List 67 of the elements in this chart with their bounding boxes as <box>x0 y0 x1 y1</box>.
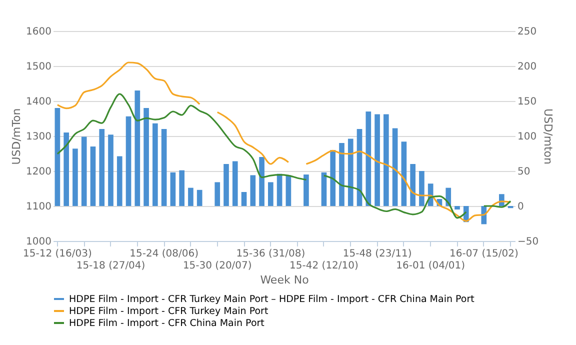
bar <box>268 182 274 206</box>
y-tick-label: 1600 <box>26 26 52 38</box>
bar <box>410 164 416 206</box>
legend-label: HDPE Film - Import - CFR China Main Port <box>69 318 265 329</box>
x-tick-label: 15-30 (20/07) <box>182 260 252 272</box>
legend-label: HDPE Film - Import - CFR Turkey Main Port – HDPE Film - Import - CFR China Main Port <box>69 294 475 305</box>
bar <box>72 148 78 206</box>
y-tick-label: 1400 <box>26 96 52 108</box>
bar <box>366 112 372 206</box>
y-tick-label: 1200 <box>26 166 52 178</box>
x-tick-label: 15-24 (08/06) <box>130 248 199 260</box>
y-tick-label: 1500 <box>26 62 52 72</box>
bar <box>304 174 309 206</box>
y-axis-title: USD/mTon <box>10 108 24 165</box>
bar <box>392 128 398 206</box>
bar <box>179 170 184 206</box>
bar <box>161 129 167 206</box>
bar <box>81 136 87 206</box>
bar <box>224 164 229 206</box>
y2-tick-label: 250 <box>518 26 537 38</box>
y-tick-label: 1000 <box>26 236 52 248</box>
bar <box>232 161 238 206</box>
x-axis-title: Week No <box>260 274 310 286</box>
bar <box>384 114 389 206</box>
bar <box>330 150 336 206</box>
y2-tick-label: 50 <box>518 166 530 178</box>
y-tick-label: 1300 <box>26 132 52 142</box>
y2-axis-title: USD/mton <box>542 108 555 164</box>
bar <box>259 157 264 206</box>
bar <box>374 114 380 206</box>
x-tick-label: 16-01 (04/01) <box>396 260 466 272</box>
bar <box>188 188 194 206</box>
bar <box>286 175 292 206</box>
bar <box>196 190 202 206</box>
bar <box>64 132 69 206</box>
bar <box>90 146 96 206</box>
bar <box>250 175 256 206</box>
y2-tick-label: 0 <box>518 202 524 212</box>
bar <box>339 143 344 206</box>
y2-tick-label: 150 <box>518 96 537 108</box>
y2-tick-label: −50 <box>518 236 539 248</box>
bar <box>401 142 407 206</box>
legend-label: HDPE Film - Import - CFR Turkey Main Port <box>69 306 268 317</box>
x-tick-label: 15-12 (16/03) <box>23 248 92 260</box>
x-tick-label: 15-42 (12/10) <box>290 260 359 272</box>
y2-tick-label: 200 <box>518 62 537 72</box>
x-tick-label: 15-18 (27/04) <box>76 260 146 272</box>
bar <box>241 192 247 206</box>
bar <box>54 108 60 206</box>
bar <box>454 206 460 210</box>
bar <box>108 134 114 206</box>
x-tick-label: 15-48 (23/11) <box>342 248 412 260</box>
bar <box>348 138 354 206</box>
bar <box>214 182 220 206</box>
x-tick-label: 16-07 (15/02) <box>449 248 518 260</box>
y2-tick-label: 100 <box>518 132 537 142</box>
bar <box>144 108 149 206</box>
bar <box>126 116 132 206</box>
bar <box>321 172 327 206</box>
x-tick-label: 15-36 (31/08) <box>236 248 306 260</box>
bar <box>170 172 176 206</box>
bar <box>116 156 122 206</box>
bar <box>152 123 158 206</box>
bar <box>99 129 105 206</box>
bar <box>134 90 140 206</box>
bar <box>419 171 424 206</box>
y-tick-label: 1100 <box>26 202 52 212</box>
